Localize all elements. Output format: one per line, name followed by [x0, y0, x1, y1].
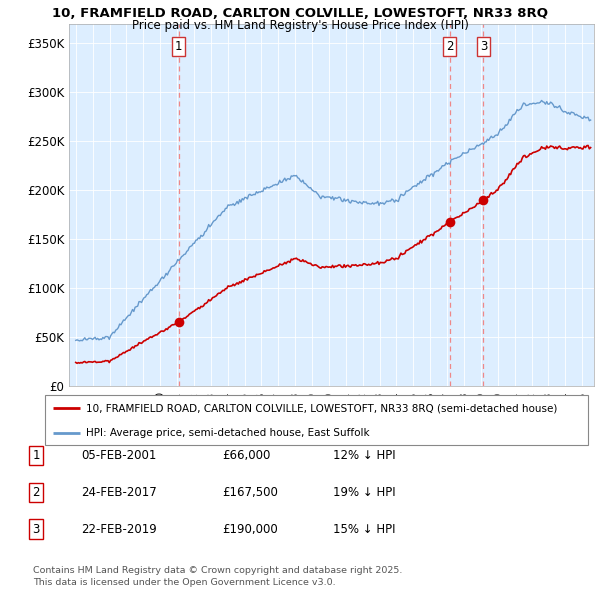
Text: 3: 3 — [32, 523, 40, 536]
Text: 10, FRAMFIELD ROAD, CARLTON COLVILLE, LOWESTOFT, NR33 8RQ: 10, FRAMFIELD ROAD, CARLTON COLVILLE, LO… — [52, 7, 548, 20]
Text: 15% ↓ HPI: 15% ↓ HPI — [333, 523, 395, 536]
Text: Price paid vs. HM Land Registry's House Price Index (HPI): Price paid vs. HM Land Registry's House … — [131, 19, 469, 32]
Text: 19% ↓ HPI: 19% ↓ HPI — [333, 486, 395, 499]
Text: 1: 1 — [175, 40, 182, 53]
Text: 22-FEB-2019: 22-FEB-2019 — [81, 523, 157, 536]
Text: 2: 2 — [32, 486, 40, 499]
Text: £190,000: £190,000 — [222, 523, 278, 536]
Text: 24-FEB-2017: 24-FEB-2017 — [81, 486, 157, 499]
Text: 10, FRAMFIELD ROAD, CARLTON COLVILLE, LOWESTOFT, NR33 8RQ (semi-detached house): 10, FRAMFIELD ROAD, CARLTON COLVILLE, LO… — [86, 404, 557, 414]
Text: 3: 3 — [480, 40, 487, 53]
Text: 12% ↓ HPI: 12% ↓ HPI — [333, 449, 395, 462]
Text: 05-FEB-2001: 05-FEB-2001 — [81, 449, 157, 462]
Text: 1: 1 — [32, 449, 40, 462]
Text: Contains HM Land Registry data © Crown copyright and database right 2025.
This d: Contains HM Land Registry data © Crown c… — [33, 566, 403, 587]
Text: £167,500: £167,500 — [222, 486, 278, 499]
FancyBboxPatch shape — [45, 395, 588, 445]
Text: 2: 2 — [446, 40, 454, 53]
Text: HPI: Average price, semi-detached house, East Suffolk: HPI: Average price, semi-detached house,… — [86, 428, 370, 438]
Text: £66,000: £66,000 — [222, 449, 271, 462]
